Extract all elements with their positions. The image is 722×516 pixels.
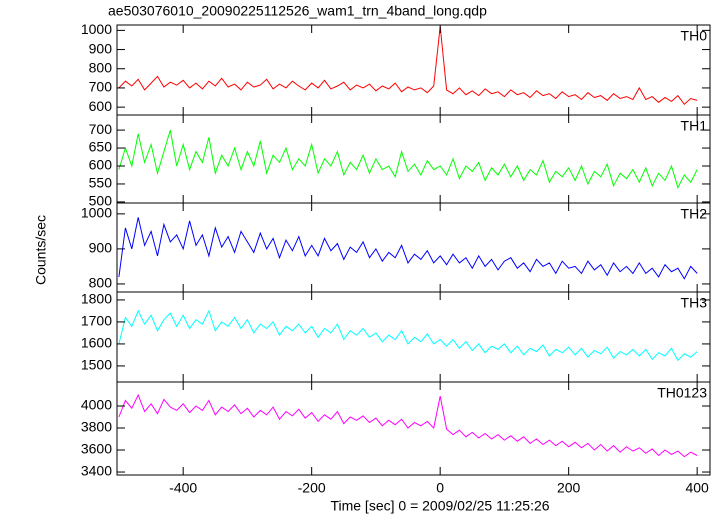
x-tick-label: -200 — [298, 480, 326, 496]
y-tick-label: 550 — [89, 175, 113, 191]
y-tick-label: 3400 — [81, 463, 112, 479]
y-axis-label: Counts/sec — [33, 215, 49, 285]
x-tick-label: 200 — [557, 480, 581, 496]
data-line — [118, 129, 698, 189]
y-tick-label: 600 — [89, 98, 113, 114]
panel-frame — [116, 291, 711, 383]
y-tick-label: 650 — [89, 139, 113, 155]
y-tick-label: 900 — [89, 240, 113, 256]
x-axis-label: Time [sec] 0 = 2009/02/25 11:25:26 — [330, 498, 549, 514]
y-tick-label: 800 — [89, 59, 113, 75]
chart-title: ae503076010_20090225112526_wam1_trn_4ban… — [108, 3, 487, 19]
x-tick-label: 400 — [685, 480, 709, 496]
y-tick-label: 700 — [89, 79, 113, 95]
y-tick-label: 3800 — [81, 419, 112, 435]
data-line — [118, 393, 698, 458]
y-tick-label: 1800 — [81, 291, 112, 307]
y-tick-label: 700 — [89, 121, 113, 137]
y-tick-label: 1500 — [81, 357, 112, 373]
panel-frame — [116, 114, 711, 204]
panel-label: TH1 — [681, 118, 708, 134]
panel-label: TH3 — [681, 295, 708, 311]
panel-frame — [116, 24, 711, 116]
y-tick-label: 600 — [89, 157, 113, 173]
panel-label: TH0123 — [657, 385, 707, 401]
panel-label: TH2 — [681, 206, 708, 222]
data-line — [118, 309, 698, 362]
panel-frame — [116, 381, 711, 476]
data-line — [118, 26, 698, 106]
y-tick-label: 4000 — [81, 397, 112, 413]
x-tick-label: -400 — [169, 480, 197, 496]
y-tick-label: 1700 — [81, 313, 112, 329]
y-tick-label: 500 — [89, 193, 113, 209]
x-tick-label: 0 — [436, 480, 444, 496]
y-tick-label: 800 — [89, 275, 113, 291]
y-tick-label: 1000 — [81, 21, 112, 37]
y-tick-label: 1600 — [81, 335, 112, 351]
panel-label: TH0 — [681, 28, 708, 44]
y-tick-label: 1000 — [81, 205, 112, 221]
y-tick-label: 900 — [89, 40, 113, 56]
y-tick-label: 3600 — [81, 441, 112, 457]
data-line — [118, 217, 698, 280]
